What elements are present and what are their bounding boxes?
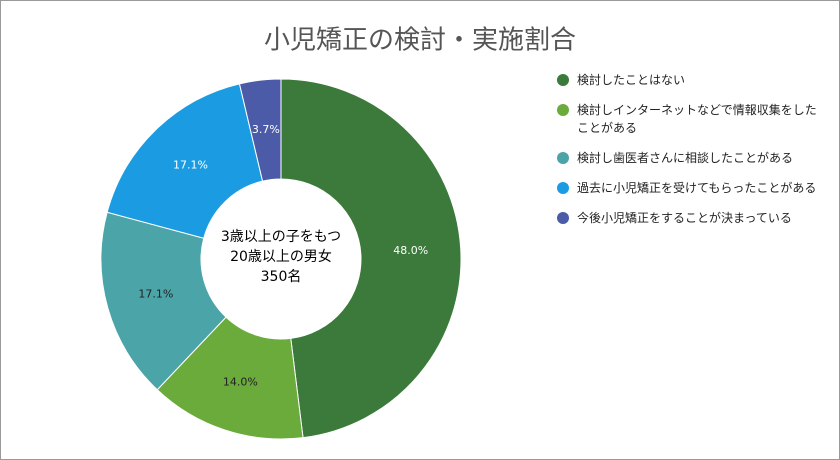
donut-slice (100, 211, 227, 391)
value-label: 14.0% (223, 375, 258, 388)
value-label: 3.7% (252, 123, 280, 136)
legend-label: 検討したことはない (577, 73, 686, 87)
donut-slice (156, 316, 304, 440)
legend-item: 今後小児矯正をすることが決まっている (557, 209, 827, 227)
value-label: 17.1% (173, 159, 208, 172)
legend-swatch (557, 104, 569, 116)
legend-swatch (557, 152, 569, 164)
value-label: 48.0% (393, 244, 428, 257)
legend-item: 過去に小児矯正を受けてもらったことがある (557, 179, 827, 197)
chart-title: 小児矯正の検討・実施割合 (264, 26, 576, 56)
legend: 検討したことはない検討しインターネットなどで情報収集をしたことがある検討し歯医者… (557, 71, 827, 239)
donut-slice (280, 78, 462, 439)
legend-label: 検討し歯医者さんに相談したことがある (577, 151, 794, 165)
legend-item: 検討したことはない (557, 71, 827, 89)
value-label: 17.1% (138, 287, 173, 300)
center-label: 3歳以上の子をもつ (221, 229, 341, 245)
donut-slice (106, 83, 264, 239)
legend-label: 過去に小児矯正を受けてもらったことがある (577, 181, 817, 195)
legend-label: 検討しインターネットなどで情報収集をしたことがある (577, 103, 817, 135)
legend-swatch (557, 74, 569, 86)
legend-swatch (557, 182, 569, 194)
legend-item: 検討しインターネットなどで情報収集をしたことがある (557, 101, 827, 137)
legend-swatch (557, 212, 569, 224)
donut-slice (238, 78, 282, 182)
legend-label: 今後小児矯正をすることが決まっている (577, 211, 792, 225)
center-label: 20歳以上の男女 (230, 248, 332, 265)
legend-item: 検討し歯医者さんに相談したことがある (557, 149, 827, 167)
center-label: 350名 (261, 269, 302, 285)
